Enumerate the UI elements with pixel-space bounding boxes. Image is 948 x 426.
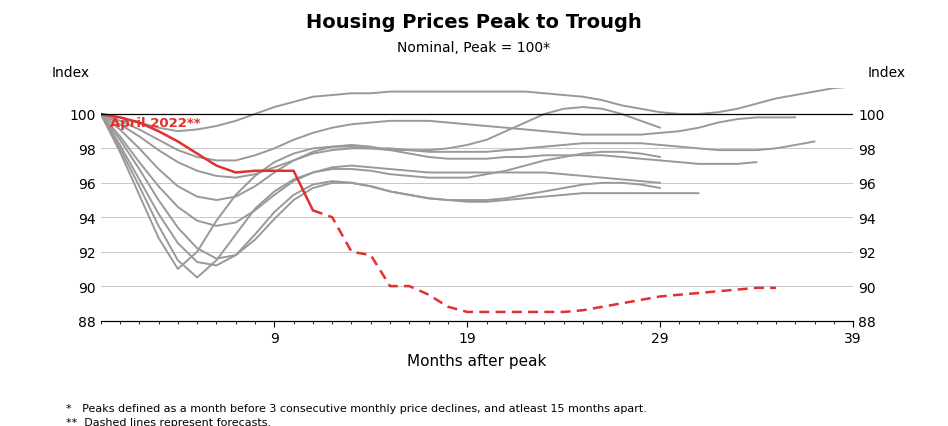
Text: Index: Index: [52, 66, 90, 80]
Text: Index: Index: [867, 66, 905, 80]
Text: *   Peaks defined as a month before 3 consecutive monthly price declines, and at: * Peaks defined as a month before 3 cons…: [66, 403, 647, 412]
Text: Nominal, Peak = 100*: Nominal, Peak = 100*: [397, 40, 551, 55]
Text: April 2022**: April 2022**: [110, 117, 201, 130]
Text: Housing Prices Peak to Trough: Housing Prices Peak to Trough: [306, 13, 642, 32]
Text: **  Dashed lines represent forecasts.: ** Dashed lines represent forecasts.: [66, 417, 271, 426]
X-axis label: Months after peak: Months after peak: [408, 354, 547, 368]
